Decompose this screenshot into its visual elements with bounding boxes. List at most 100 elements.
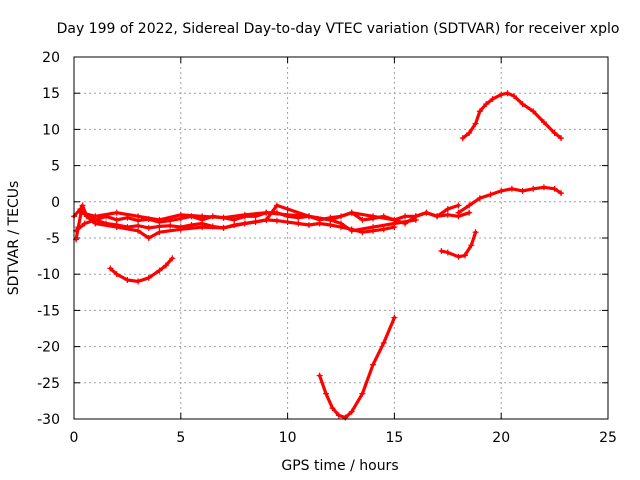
y-tick-label: 5 xyxy=(51,159,60,175)
x-tick-label: 15 xyxy=(385,430,403,446)
series-trace xyxy=(108,256,174,283)
data-point xyxy=(92,220,99,227)
series-prn-arc-b xyxy=(316,314,398,421)
data-point xyxy=(370,224,377,231)
data-point xyxy=(380,339,387,346)
data-point xyxy=(455,202,462,209)
data-point xyxy=(177,226,184,233)
y-tick-label: 20 xyxy=(42,50,60,66)
data-point xyxy=(113,271,120,278)
data-point xyxy=(476,195,483,202)
data-point xyxy=(199,224,206,231)
data-point xyxy=(348,227,355,234)
data-point xyxy=(327,216,334,223)
data-point xyxy=(444,249,451,256)
data-point xyxy=(145,224,152,231)
data-point xyxy=(551,185,558,192)
data-point xyxy=(466,130,473,137)
data-point xyxy=(145,274,152,281)
data-point xyxy=(220,214,227,221)
y-tick-label: 15 xyxy=(42,86,60,102)
data-point xyxy=(335,412,342,419)
data-point xyxy=(199,213,206,220)
y-tick-label: -30 xyxy=(37,412,60,428)
axis-ticks: 0 5 10 15 20 25 -30 -25 -20 -15 -10 -5 0 5 10 15 20 xyxy=(37,50,617,446)
data-point xyxy=(498,187,505,194)
series-prn-tail xyxy=(455,184,565,216)
data-point xyxy=(241,220,248,227)
data-point xyxy=(558,135,565,142)
data-point xyxy=(370,361,377,368)
data-point xyxy=(483,101,490,108)
data-point xyxy=(423,209,430,216)
data-point xyxy=(380,226,387,233)
data-series xyxy=(71,90,565,421)
data-point xyxy=(305,213,312,220)
x-tick-label: 25 xyxy=(599,430,617,446)
data-point xyxy=(504,90,511,97)
grid-lines xyxy=(74,57,608,419)
data-point xyxy=(461,252,468,259)
data-point xyxy=(359,216,366,223)
y-tick-label: -5 xyxy=(46,231,60,247)
data-point xyxy=(263,209,270,216)
data-point xyxy=(466,202,473,209)
data-point xyxy=(348,209,355,216)
data-point xyxy=(79,202,86,209)
data-point xyxy=(444,206,451,213)
data-point xyxy=(459,135,466,142)
data-point xyxy=(391,314,398,321)
data-point xyxy=(305,221,312,228)
data-point xyxy=(167,222,174,229)
data-point xyxy=(468,242,475,249)
data-point xyxy=(284,206,291,213)
data-point xyxy=(487,191,494,198)
data-point xyxy=(558,190,565,197)
chart-title: Day 199 of 2022, Sidereal Day-to-day VTE… xyxy=(57,21,620,37)
data-point xyxy=(359,390,366,397)
data-point xyxy=(540,119,547,126)
x-tick-label: 10 xyxy=(279,430,297,446)
data-point xyxy=(145,235,152,241)
data-point xyxy=(489,95,496,102)
series-trace xyxy=(318,316,396,420)
data-point xyxy=(273,202,280,209)
series-prn-arc-c xyxy=(438,229,479,260)
data-point xyxy=(476,108,483,115)
data-point xyxy=(338,220,344,227)
data-point xyxy=(113,209,120,216)
data-point xyxy=(241,211,248,218)
data-point xyxy=(511,93,518,100)
data-point xyxy=(135,227,142,234)
series-trace xyxy=(78,203,461,226)
y-tick-label: -15 xyxy=(37,303,60,319)
data-point xyxy=(295,220,302,227)
data-point xyxy=(92,213,99,220)
data-point xyxy=(498,91,505,98)
x-tick-label: 0 xyxy=(70,430,79,446)
data-point xyxy=(508,185,515,192)
data-point xyxy=(169,255,176,262)
data-point xyxy=(327,221,334,228)
data-point xyxy=(551,130,558,137)
plot-frame xyxy=(73,56,609,420)
data-point xyxy=(284,211,291,218)
data-point xyxy=(530,185,537,192)
data-point xyxy=(156,216,163,223)
data-point xyxy=(263,216,270,223)
data-point xyxy=(156,229,163,236)
y-tick-label: 10 xyxy=(42,122,60,138)
y-axis-label: SDTVAR / TECUs xyxy=(6,181,22,296)
data-point xyxy=(472,229,479,236)
data-point xyxy=(316,372,323,379)
data-point xyxy=(342,414,349,421)
data-point xyxy=(135,278,142,285)
data-point xyxy=(444,211,451,218)
data-point xyxy=(273,217,280,224)
data-point xyxy=(231,216,238,223)
data-point xyxy=(75,224,82,231)
y-tick-label: -10 xyxy=(37,267,60,283)
data-point xyxy=(438,248,445,255)
